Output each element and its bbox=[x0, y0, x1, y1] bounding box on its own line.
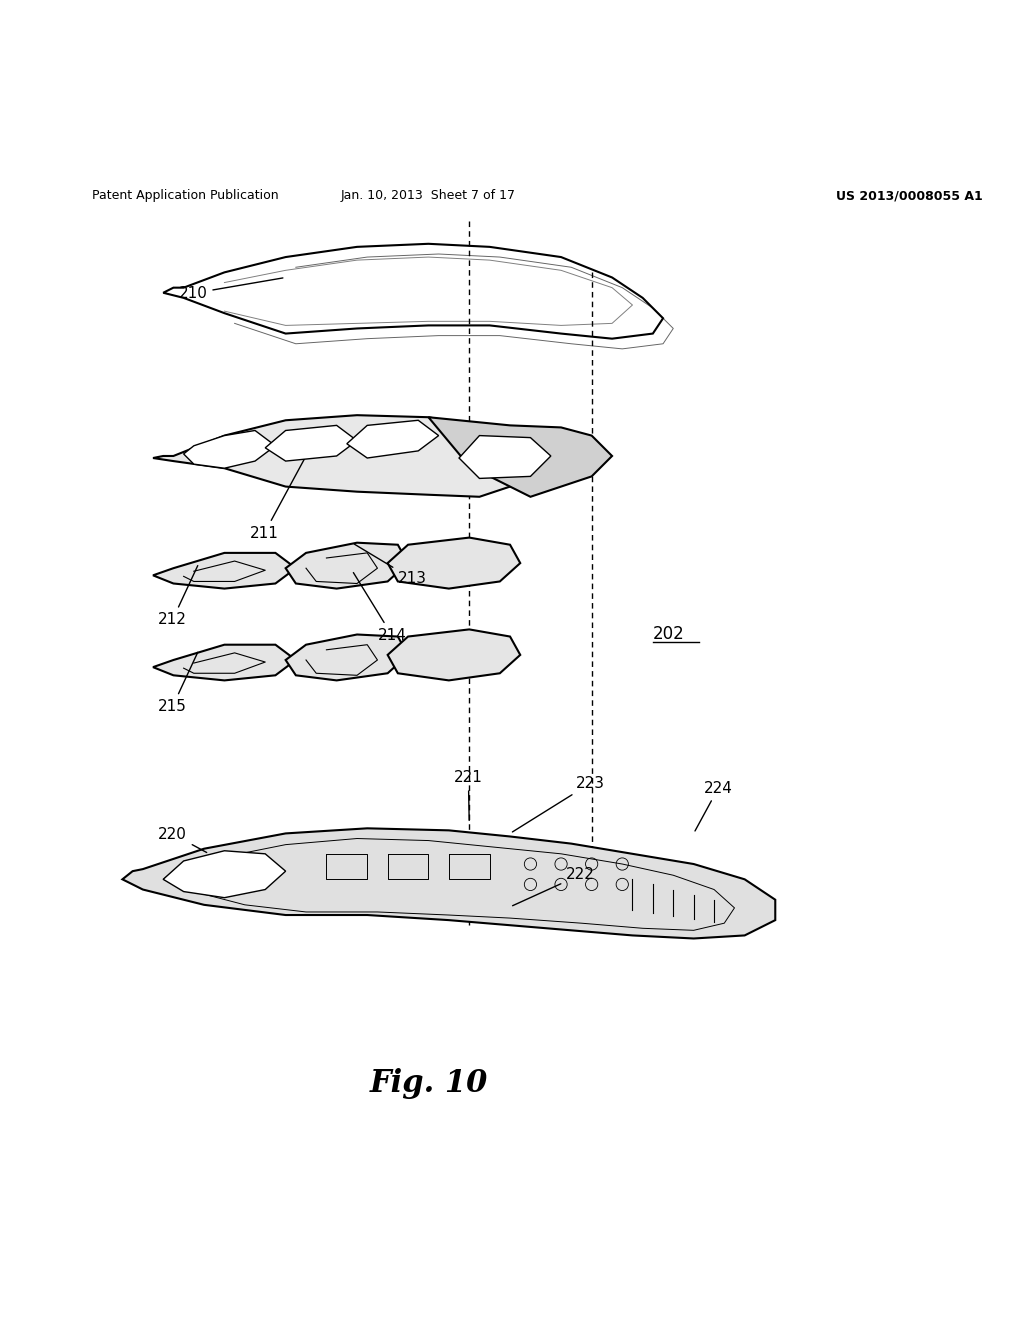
Polygon shape bbox=[347, 420, 438, 458]
Text: 221: 221 bbox=[454, 771, 483, 821]
Polygon shape bbox=[123, 829, 775, 939]
Text: 222: 222 bbox=[513, 867, 595, 906]
Polygon shape bbox=[163, 851, 286, 898]
Polygon shape bbox=[153, 553, 296, 589]
Polygon shape bbox=[153, 644, 296, 680]
Text: 211: 211 bbox=[250, 458, 305, 541]
Text: 210: 210 bbox=[178, 279, 283, 301]
Text: Jan. 10, 2013  Sheet 7 of 17: Jan. 10, 2013 Sheet 7 of 17 bbox=[341, 189, 516, 202]
Polygon shape bbox=[153, 416, 530, 496]
Text: 224: 224 bbox=[695, 780, 733, 832]
Text: US 2013/0008055 A1: US 2013/0008055 A1 bbox=[837, 189, 983, 202]
Polygon shape bbox=[428, 417, 612, 496]
Text: Fig. 10: Fig. 10 bbox=[370, 1068, 487, 1098]
Polygon shape bbox=[388, 537, 520, 589]
Text: 215: 215 bbox=[158, 652, 198, 714]
Polygon shape bbox=[265, 425, 357, 461]
Text: Patent Application Publication: Patent Application Publication bbox=[92, 189, 279, 202]
Polygon shape bbox=[183, 430, 275, 469]
Polygon shape bbox=[286, 635, 408, 680]
Text: 202: 202 bbox=[653, 626, 685, 643]
Polygon shape bbox=[388, 630, 520, 680]
Text: 213: 213 bbox=[354, 544, 427, 586]
Polygon shape bbox=[459, 436, 551, 478]
Text: 223: 223 bbox=[512, 776, 605, 832]
Polygon shape bbox=[286, 543, 408, 589]
Text: 220: 220 bbox=[158, 826, 207, 853]
Text: 212: 212 bbox=[158, 565, 198, 627]
Text: 214: 214 bbox=[353, 573, 407, 643]
